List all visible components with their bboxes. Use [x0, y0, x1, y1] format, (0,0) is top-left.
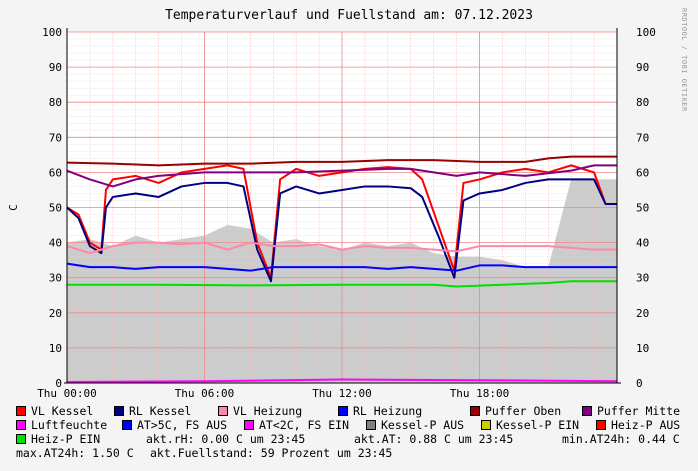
y-tick-label-right: 10 — [636, 342, 649, 355]
legend-row: Luftfeuchte AT>5C, FS AUS AT<2C, FS EIN … — [16, 418, 696, 432]
legend-swatch-vl-kessel — [16, 406, 26, 416]
legend-row: max.AT24h: 1.50 C akt.Fuellstand: 59 Pro… — [16, 446, 696, 460]
legend-swatch-at-below-2c — [244, 420, 254, 430]
legend-swatch-rl-heizung — [338, 406, 348, 416]
y-tick-label-right: 20 — [636, 307, 649, 320]
legend-item: AT>5C, FS AUS — [122, 418, 227, 432]
legend-swatch-rl-kessel — [114, 406, 124, 416]
y-tick-label-right: 0 — [636, 377, 643, 390]
series-line — [66, 164, 617, 188]
legend-item: VL Kessel — [16, 404, 93, 418]
y-tick-label-right: 100 — [636, 26, 656, 39]
y-tick-label-right: 80 — [636, 96, 649, 109]
x-tick-label: Thu 18:00 — [450, 387, 510, 400]
legend-item: Heiz-P EIN — [16, 432, 100, 446]
x-tick-label: Thu 12:00 — [312, 387, 372, 400]
legend-swatch-puffer-mitte — [582, 406, 592, 416]
legend-item: VL Heizung — [218, 404, 302, 418]
y-tick-label-right: 50 — [636, 202, 649, 215]
legend-row: VL Kessel RL Kessel VL Heizung RL Heizun… — [16, 404, 696, 418]
y-tick-label: 40 — [49, 237, 62, 250]
y-tick-label: 60 — [49, 166, 62, 179]
stat-min-at24h: min.AT24h: 0.44 C — [562, 432, 680, 446]
y-tick-label: 80 — [49, 96, 62, 109]
series-line — [66, 262, 617, 272]
y-tick-label-right: 60 — [636, 166, 649, 179]
y-tick-label: 100 — [42, 26, 62, 39]
y-axis-label: C — [7, 204, 20, 211]
y-tick-label-right: 90 — [636, 61, 649, 74]
y-tick-label: 20 — [49, 307, 62, 320]
legend-swatch-vl-heizung — [218, 406, 228, 416]
series-line — [66, 155, 617, 167]
stat-akt-at: akt.AT: 0.88 C um 23:45 — [354, 432, 514, 446]
series-line — [66, 164, 617, 279]
legend-item: Heiz-P AUS — [596, 418, 680, 432]
legend-item: Kessel-P AUS — [366, 418, 464, 432]
x-tick-label: Thu 00:00 — [37, 387, 97, 400]
y-tick-label-right: 30 — [636, 272, 649, 285]
series-line — [66, 178, 617, 283]
legend-item: Puffer Mitte — [582, 404, 680, 418]
legend-swatch-kessel-p-ein — [481, 420, 491, 430]
y-tick-label: 50 — [49, 202, 62, 215]
temperature-chart: 0 0 10 10 20 20 30 30 40 40 50 50 60 60 70 70 80 80 90 90 10… — [7, 26, 656, 400]
series-line — [66, 378, 618, 383]
y-tick-label-right: 70 — [636, 131, 649, 144]
x-tick-label: Thu 06:00 — [175, 387, 235, 400]
legend-swatch-heiz-p-ein — [16, 434, 26, 444]
series-line — [67, 280, 617, 288]
y-tick-label: 10 — [49, 342, 62, 355]
chart-title: Temperaturverlauf und Fuellstand am: 07.… — [165, 8, 533, 23]
stat-fuellstand: akt.Fuellstand: 59 Prozent um 23:45 — [150, 446, 393, 460]
legend-swatch-luftfeuchte — [16, 420, 26, 430]
y-tick-label-right: 40 — [636, 237, 649, 250]
series-line — [66, 241, 617, 255]
stat-akt-rh: akt.rH: 0.00 C um 23:45 — [146, 432, 306, 446]
y-tick-label: 90 — [49, 61, 62, 74]
legend-swatch-at-above-5c — [122, 420, 132, 430]
legend-row: Heiz-P EIN akt.rH: 0.00 C um 23:45 akt.A… — [16, 432, 696, 446]
legend-item: Luftfeuchte — [16, 418, 107, 432]
y-tick-label: 30 — [49, 272, 62, 285]
legend-item: RL Heizung — [338, 404, 422, 418]
legend-swatch-kessel-p-aus — [366, 420, 376, 430]
legend: VL Kessel RL Kessel VL Heizung RL Heizun… — [16, 404, 696, 460]
y-tick-label: 0 — [55, 377, 62, 390]
legend-swatch-puffer-oben — [470, 406, 480, 416]
legend-item: Puffer Oben — [470, 404, 561, 418]
rrdtool-credit: RRDTOOL / TOBI OETIKER — [680, 8, 688, 112]
stat-max-at24h: max.AT24h: 1.50 C — [16, 446, 134, 460]
legend-swatch-heiz-p-aus — [596, 420, 606, 430]
legend-item: AT<2C, FS EIN — [244, 418, 349, 432]
y-tick-label: 70 — [49, 131, 62, 144]
legend-item: Kessel-P EIN — [481, 418, 579, 432]
legend-item: RL Kessel — [114, 404, 191, 418]
